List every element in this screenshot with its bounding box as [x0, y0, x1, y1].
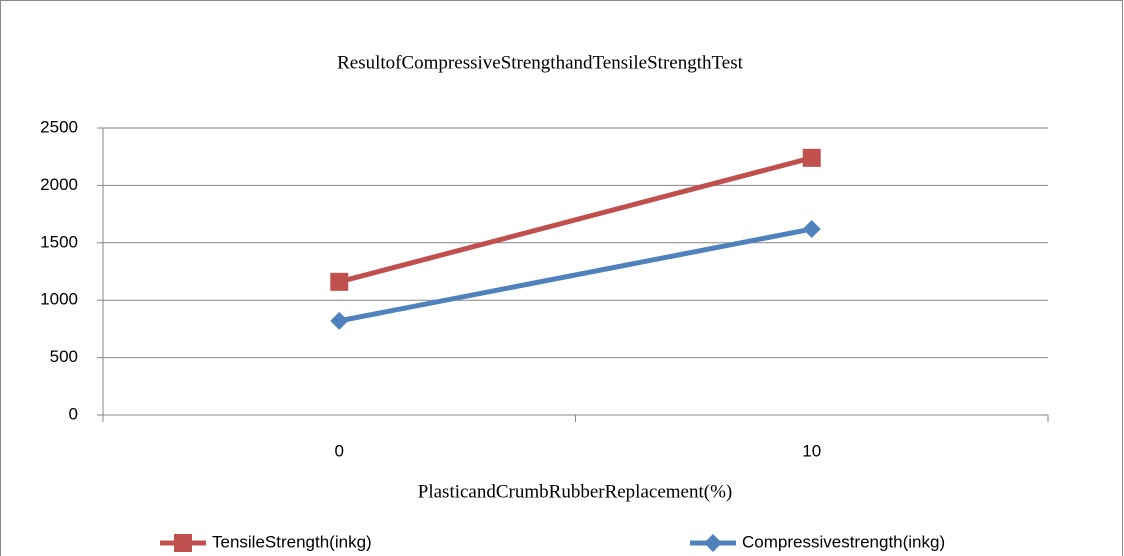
- marker: [330, 272, 349, 291]
- marker: [704, 534, 722, 552]
- marker: [802, 220, 821, 239]
- y-tick-label: 1000: [40, 290, 78, 309]
- marker: [330, 311, 349, 330]
- chart-title: ResultofCompressiveStrengthandTensileStr…: [337, 52, 744, 73]
- y-tick-label: 2000: [40, 175, 78, 194]
- series-line: [338, 155, 813, 285]
- y-tick-label: 500: [50, 347, 78, 366]
- y-tick-label: 2500: [40, 117, 78, 136]
- y-tick-label: 0: [69, 404, 78, 423]
- legend-label: TensileStrength(inkg): [212, 532, 372, 551]
- marker: [802, 148, 821, 167]
- marker: [174, 534, 192, 552]
- x-axis-label: PlasticandCrumbRubberReplacement(%): [418, 481, 732, 502]
- series-line: [338, 226, 813, 324]
- x-tick-label: 0: [335, 441, 344, 460]
- legend-label: Compressivestrength(inkg): [742, 532, 945, 551]
- x-tick-label: 10: [802, 441, 821, 460]
- y-tick-label: 1500: [40, 232, 78, 251]
